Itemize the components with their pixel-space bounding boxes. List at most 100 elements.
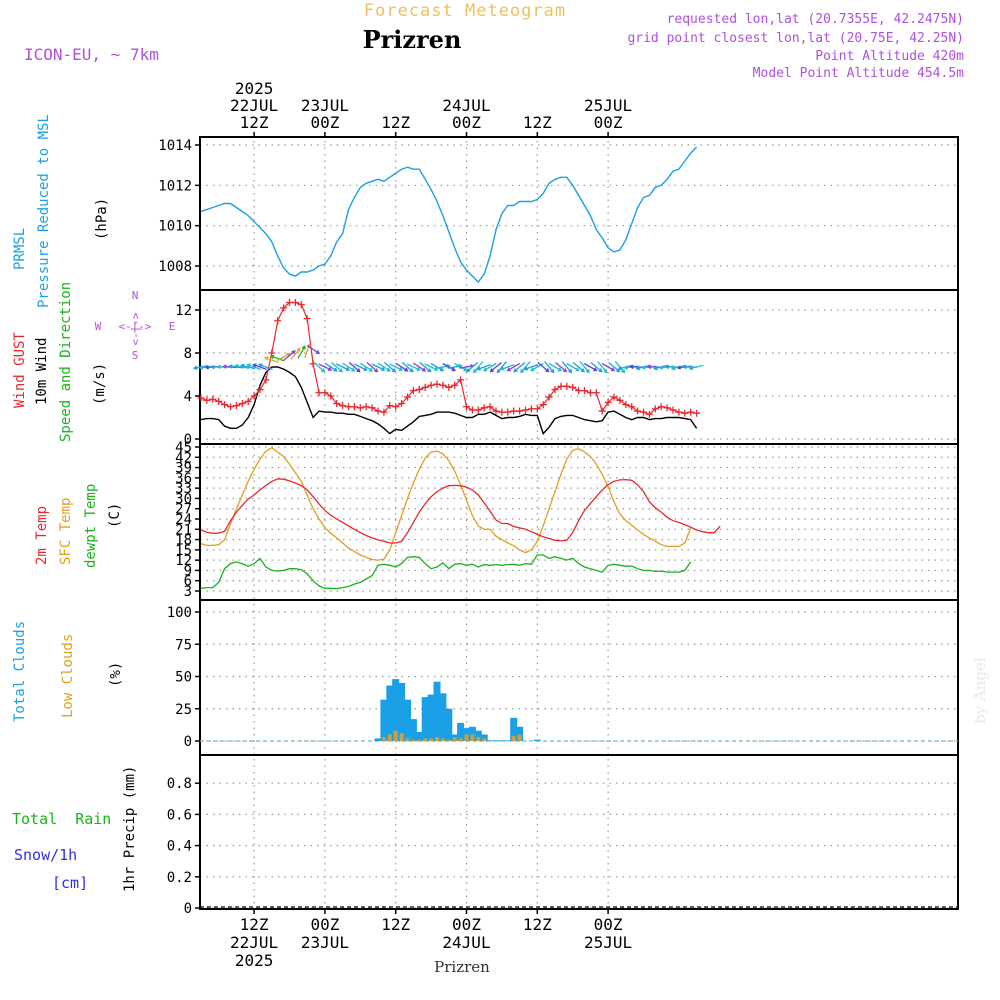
wind-direction-arrow-52 bbox=[500, 363, 515, 371]
pressure-label-unit: (hPa) bbox=[94, 198, 110, 240]
total-cloud-bar-16 bbox=[468, 726, 476, 741]
cloud-label-unit: (%) bbox=[108, 662, 124, 687]
temp-ytick-label-7: 24 bbox=[175, 512, 192, 528]
bottom-time-label-1-1: 23JUL bbox=[301, 933, 349, 952]
gust-marker-4 bbox=[221, 401, 229, 409]
low-cloud-bar-12 bbox=[452, 737, 457, 741]
top-time-label-0-1: 22JUL bbox=[230, 96, 278, 115]
gust-marker-65 bbox=[581, 387, 588, 395]
wind-direction-arrow-54 bbox=[513, 362, 526, 373]
model-label: ICON-EU, ~ 7km bbox=[24, 45, 159, 64]
wind-label-10m: 10m Wind bbox=[34, 338, 50, 405]
low-cloud-bar-7 bbox=[423, 738, 428, 741]
gust-marker-78 bbox=[657, 403, 665, 411]
low-cloud-bar-11 bbox=[446, 739, 451, 741]
gust-marker-24 bbox=[339, 402, 347, 410]
wind-direction-arrow-12 bbox=[264, 356, 279, 364]
temp-ytick-label-11: 36 bbox=[175, 471, 192, 487]
gust-marker-36 bbox=[409, 387, 417, 395]
gust-marker-51 bbox=[498, 408, 506, 416]
gust-marker-45 bbox=[463, 403, 470, 411]
top-time-label-1-0: 23JUL bbox=[301, 96, 349, 115]
bottom-time-label-3-0: 00Z bbox=[452, 915, 481, 934]
total-cloud-bar-17 bbox=[474, 730, 482, 741]
dewpt-line bbox=[200, 554, 692, 590]
sfc-temp-line bbox=[200, 446, 692, 561]
total-cloud-bar-19 bbox=[486, 740, 494, 741]
gust-marker-81 bbox=[675, 408, 683, 416]
temp-ytick-label-0: 3 bbox=[184, 584, 192, 600]
temp-ytick-label-12: 39 bbox=[175, 461, 192, 477]
gust-marker-35 bbox=[404, 393, 411, 401]
gust-marker-66 bbox=[586, 389, 594, 397]
total-cloud-bar-2 bbox=[386, 685, 394, 741]
wind-direction-arrow-25 bbox=[342, 362, 356, 372]
gust-marker-13 bbox=[274, 317, 282, 325]
pressure-axis-labels: PRMSL Pressure Reduced to MSL (hPa) bbox=[12, 114, 110, 308]
compass-arrows-v: <-|-> bbox=[129, 312, 142, 345]
gust-marker-15 bbox=[286, 298, 293, 306]
gust-marker-28 bbox=[362, 403, 370, 411]
wind-direction-arrow-32 bbox=[384, 361, 397, 373]
pressure-label-long: Pressure Reduced to MSL bbox=[36, 114, 52, 308]
top-time-label-0-2: 12Z bbox=[240, 113, 269, 132]
top-time-label-4-0: 12Z bbox=[523, 113, 552, 132]
compass-s: S bbox=[132, 349, 139, 362]
pressure-ytick-label-2: 1012 bbox=[158, 178, 192, 194]
cloud-axis-labels: Total Clouds Low Clouds (%) bbox=[12, 621, 124, 722]
wind-direction-arrow-56 bbox=[523, 363, 539, 371]
low-cloud-bar-13 bbox=[458, 738, 463, 741]
precip-axis-labels: Total Rain Snow/1h [cm] 1hr Precip (mm) bbox=[12, 766, 138, 892]
gust-marker-5 bbox=[227, 403, 234, 411]
temp-ytick-label-6: 21 bbox=[175, 522, 192, 538]
gust-marker-29 bbox=[368, 404, 376, 412]
precip-ytick-label-1: 0.2 bbox=[167, 870, 192, 886]
gust-marker-0 bbox=[197, 394, 205, 402]
wind-direction-arrow-8 bbox=[240, 363, 256, 370]
temp-ytick-label-5: 18 bbox=[175, 533, 192, 549]
gust-marker-83 bbox=[687, 408, 695, 416]
wind-label-dir: Speed and Direction bbox=[58, 282, 74, 442]
temp-label-unit: (C) bbox=[107, 503, 123, 528]
gust-marker-49 bbox=[486, 403, 494, 411]
temp-ytick-label-14: 45 bbox=[175, 440, 192, 456]
requested-coords: requested lon,lat (20.7355E, 42.2475N) bbox=[667, 12, 964, 27]
gust-marker-43 bbox=[451, 381, 459, 389]
total-cloud-bar-7 bbox=[415, 732, 423, 741]
wind-direction-arrow-24 bbox=[336, 363, 351, 371]
total-cloud-bar-5 bbox=[404, 699, 411, 741]
gust-marker-25 bbox=[345, 403, 352, 411]
low-cloud-bar-15 bbox=[470, 734, 475, 741]
wind-direction-arrow-30 bbox=[371, 363, 386, 371]
gust-marker-48 bbox=[480, 404, 488, 412]
total-cloud-bar-14 bbox=[457, 722, 465, 741]
gust-marker-16 bbox=[291, 298, 299, 306]
wind-axis-labels: Wind GUST 10m Wind Speed and Direction (… bbox=[12, 282, 175, 442]
wind-direction-arrow-47 bbox=[472, 361, 484, 374]
compass-w: W bbox=[95, 320, 102, 333]
gust-marker-3 bbox=[215, 397, 223, 405]
gust-marker-71 bbox=[616, 396, 624, 404]
wind-direction-arrow-49 bbox=[482, 362, 497, 372]
wind-direction-arrow-15 bbox=[283, 350, 296, 361]
temp-ytick-label-9: 30 bbox=[175, 491, 192, 507]
bottom-time-label-1-0: 00Z bbox=[310, 915, 339, 934]
gust-marker-23 bbox=[333, 400, 341, 408]
gust-marker-32 bbox=[386, 402, 394, 410]
temp-ytick-label-8: 27 bbox=[175, 502, 192, 518]
wind-direction-arrow-58 bbox=[537, 362, 550, 373]
temp-ytick-label-1: 6 bbox=[184, 574, 192, 590]
top-time-label-0-0: 2025 bbox=[235, 79, 274, 98]
gust-marker-47 bbox=[474, 406, 482, 414]
gust-marker-8 bbox=[244, 397, 252, 405]
precip-label-unit: 1hr Precip (mm) bbox=[122, 766, 138, 892]
low-cloud-bar-5 bbox=[411, 739, 416, 741]
gust-marker-59 bbox=[545, 393, 553, 401]
total-cloud-bar-1 bbox=[380, 699, 388, 741]
top-time-label-5-0: 25JUL bbox=[584, 96, 632, 115]
pressure-ytick-label-1: 1010 bbox=[158, 219, 192, 235]
wind-direction-arrow-69 bbox=[601, 362, 616, 372]
low-cloud-bar-16 bbox=[476, 737, 481, 741]
total-cloud-bar-23 bbox=[510, 717, 518, 741]
cloud-label-total: Total Clouds bbox=[12, 621, 28, 722]
